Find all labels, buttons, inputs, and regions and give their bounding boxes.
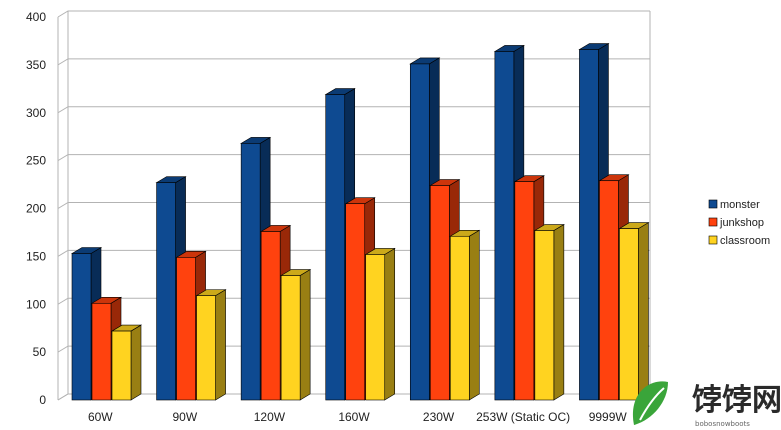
bar-classroom	[449, 229, 481, 401]
bar-side	[215, 289, 226, 401]
watermark-title: 饽饽网	[692, 383, 781, 418]
y-tick-label: 400	[26, 10, 46, 24]
y-tick-label: 350	[26, 58, 46, 72]
bar-front	[409, 63, 430, 401]
bar-front	[429, 185, 450, 401]
bar-front	[325, 94, 346, 401]
bar-front	[111, 330, 132, 401]
bar-front	[176, 257, 196, 401]
x-tick-label: 230W	[423, 410, 455, 424]
bar-classroom	[280, 268, 312, 401]
legend-swatch	[708, 235, 718, 245]
bar-front	[196, 295, 216, 401]
legend-swatch	[708, 217, 718, 227]
bar-side	[553, 223, 565, 401]
x-tick-label: 160W	[338, 410, 370, 424]
bar-front	[494, 51, 515, 401]
legend-swatch	[708, 199, 718, 209]
legend-label: classroom	[720, 235, 770, 247]
bar-front	[365, 254, 386, 401]
bar-side	[384, 247, 396, 401]
y-tick-label: 200	[26, 202, 46, 216]
legend-item: classroom	[708, 235, 770, 247]
y-tick-label: 250	[26, 154, 46, 168]
bar-front	[514, 181, 535, 401]
bar-front	[260, 231, 281, 401]
x-tick-label: 120W	[254, 410, 286, 424]
y-axis-ticks: 0 50 100 150 200 250 300 350 400	[26, 10, 46, 407]
bar-classroom	[533, 223, 565, 401]
y-tick-label: 100	[26, 297, 46, 311]
x-tick-label: 90W	[173, 410, 198, 424]
bar-side	[299, 268, 311, 401]
y-tick-label: 150	[26, 249, 46, 263]
bar-side	[468, 229, 480, 401]
bar-classroom	[618, 222, 650, 401]
x-tick-label: 60W	[88, 410, 113, 424]
watermark: 饽饽网 bobosnowboots	[632, 381, 781, 428]
gridline	[57, 58, 650, 66]
legend-item: monster	[708, 199, 760, 211]
bar-classroom	[364, 247, 396, 401]
leaf-icon	[632, 381, 668, 425]
watermark-subtitle: bobosnowboots	[695, 420, 750, 428]
bar-front	[534, 230, 555, 401]
bar-side	[130, 324, 142, 401]
gridline	[57, 10, 650, 18]
grid-lines	[57, 10, 651, 401]
legend-label: junkshop	[719, 217, 764, 229]
y-tick-label: 300	[26, 106, 46, 120]
bar-front	[345, 203, 366, 401]
bar-classroom	[195, 289, 227, 401]
bar-front	[71, 253, 92, 401]
bar-front	[579, 49, 599, 401]
legend-item: junkshop	[708, 217, 764, 229]
bar-front	[619, 228, 639, 401]
gridline	[57, 154, 650, 162]
bar-classroom	[110, 324, 143, 401]
x-tick-label: 9999W	[589, 410, 628, 424]
bar-front	[599, 180, 619, 401]
legend: monster junkshop classroom	[708, 199, 770, 247]
gridline	[57, 106, 650, 114]
x-axis-labels: 60W 90W 120W 160W 230W 253W (Static OC) 9999W	[88, 410, 627, 424]
y-tick-label: 0	[39, 393, 46, 407]
bar-front	[91, 302, 112, 401]
y-tick-label: 50	[33, 345, 47, 359]
bar-front	[156, 182, 176, 401]
bar-front	[240, 143, 261, 401]
bar-side	[638, 222, 649, 401]
bar-front	[280, 275, 301, 401]
bar-front	[449, 235, 470, 401]
legend-label: monster	[720, 199, 760, 211]
bars	[70, 43, 650, 401]
x-tick-label: 253W (Static OC)	[476, 410, 570, 424]
